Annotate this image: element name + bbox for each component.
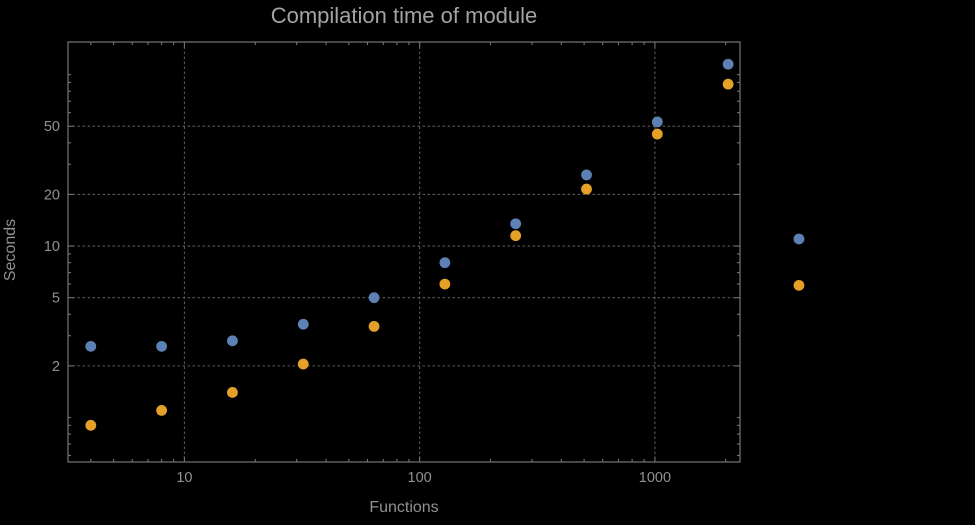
orange-series-point	[651, 128, 663, 140]
orange-series-point	[368, 320, 380, 332]
blue-series-point	[651, 116, 663, 128]
blue-series-point	[227, 335, 238, 347]
y-tick-label: 2	[52, 359, 60, 375]
orange-series-point	[227, 387, 238, 398]
x-tick-label: 100	[408, 470, 432, 486]
blue-series-point	[156, 340, 168, 352]
blue-series-point	[581, 169, 592, 181]
y-tick-label: 50	[44, 119, 60, 135]
x-tick-label: 10	[176, 470, 192, 486]
plot-frame	[67, 41, 741, 463]
blue-series-point	[510, 218, 522, 230]
blue-series-point	[439, 257, 451, 269]
blue-series-point	[297, 318, 309, 330]
orange-series-point	[722, 78, 734, 90]
y-tick-label: 10	[44, 239, 60, 255]
orange-series-point	[439, 278, 451, 290]
x-tick-label: 1000	[639, 470, 671, 486]
chart-title: Compilation time of module	[270, 3, 538, 28]
orange-series-point	[156, 404, 168, 416]
blue-series-point	[368, 292, 380, 304]
orange-series-point	[581, 183, 592, 195]
orange-series-point	[297, 358, 309, 370]
x-axis-label: Functions	[369, 499, 439, 516]
orange-series-point	[85, 419, 97, 431]
y-axis-label: Seconds	[2, 218, 19, 282]
orange-series-point	[793, 279, 805, 291]
blue-series-point	[722, 58, 734, 70]
blue-series-point	[85, 340, 97, 352]
blue-series-point	[793, 233, 805, 245]
orange-series-point	[510, 230, 522, 242]
y-tick-label: 5	[52, 291, 60, 307]
y-tick-label: 20	[44, 187, 60, 203]
